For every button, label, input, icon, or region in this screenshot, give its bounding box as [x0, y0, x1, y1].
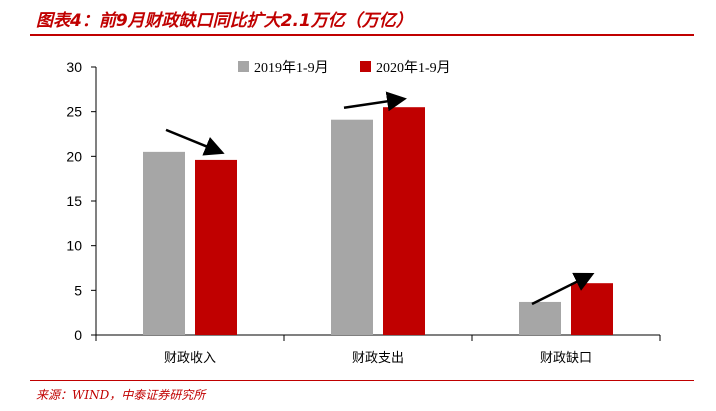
x-category-label: 财政缺口 [540, 351, 592, 366]
trend-arrow-up [343, 91, 407, 112]
legend-label: 2020年1-9月 [376, 60, 451, 76]
source-note: 来源：WIND，中泰证券研究所 [36, 388, 206, 402]
y-tick-label: 30 [66, 59, 82, 75]
legend-swatch [238, 61, 249, 72]
title-divider [30, 34, 694, 36]
y-tick-label: 0 [74, 327, 82, 343]
y-tick-label: 20 [66, 148, 82, 164]
trend-arrow-down [165, 128, 225, 156]
y-tick-label: 25 [66, 104, 82, 120]
footer-divider [30, 380, 694, 381]
legend-swatch [360, 61, 371, 72]
y-tick-label: 10 [66, 238, 82, 254]
legend-label: 2019年1-9月 [254, 60, 329, 76]
chart-title: 图表4：前9月财政缺口同比扩大2.1万亿（万亿） [36, 11, 413, 31]
x-category-label: 财政收入 [164, 351, 216, 366]
y-tick-label: 5 [74, 282, 82, 298]
x-category-label: 财政支出 [352, 351, 404, 366]
y-tick-label: 15 [66, 193, 82, 209]
trend-arrow-up [531, 272, 595, 306]
bar-2019 [331, 119, 373, 335]
bar-2020 [195, 159, 237, 335]
bar-2019 [519, 301, 561, 335]
bar-2019 [143, 151, 185, 335]
bar-2020 [571, 283, 613, 335]
bar-2020 [383, 107, 425, 335]
